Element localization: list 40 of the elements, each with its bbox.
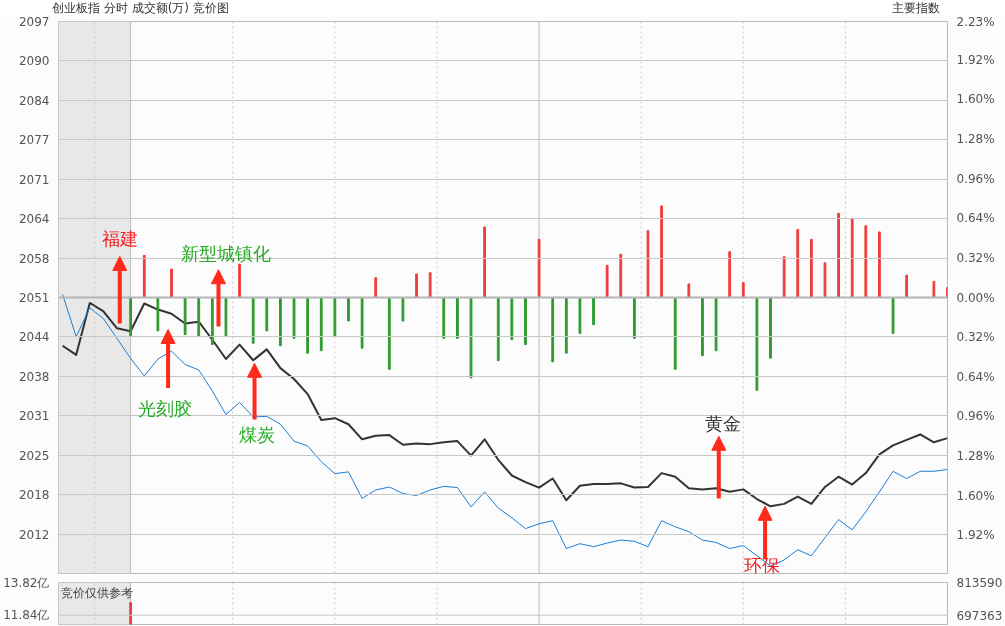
annotation: 竞价仅供参考	[60, 585, 133, 600]
y-tick-label: 2090	[18, 54, 50, 69]
y-tick-label: 2058	[18, 251, 50, 266]
y-tick-label: 13.82亿	[3, 575, 50, 590]
annotation: 新型城镇化	[180, 242, 271, 264]
y2-tick-label: 1.60%	[956, 92, 995, 107]
y2-tick-label: 1.60%	[956, 488, 995, 503]
y2-tick-label: 0.96%	[956, 171, 995, 186]
y-tick-label: 2012	[18, 527, 50, 542]
y2-tick-label: 2.23%	[956, 14, 995, 29]
chart-title: 创业板指 分时 成交额(万) 竞价图	[52, 0, 229, 17]
y-tick-label: 2025	[18, 448, 50, 463]
y2-tick-label: 1.92%	[956, 528, 995, 543]
y2-tick-label: 0.96%	[956, 409, 995, 424]
annotation: 光刻胶	[137, 398, 192, 420]
y2-tick-label: 1.92%	[956, 52, 995, 67]
y-tick-label: 2051	[18, 291, 50, 305]
annotation: 黄金	[704, 413, 741, 435]
y-tick-label: 2084	[18, 93, 50, 108]
y2-tick-label: 697363	[956, 608, 1003, 623]
y2-tick-label: 0.64%	[956, 211, 995, 226]
y-tick-label: 2031	[18, 409, 50, 424]
y2-tick-label: 0.32%	[956, 250, 995, 265]
y2-tick-label: 1.28%	[956, 132, 995, 147]
y2-tick-label: 0.32%	[956, 330, 995, 345]
y2-tick-label: 0.64%	[956, 369, 995, 384]
y-tick-label: 2044	[18, 330, 50, 345]
annotation: 煤炭	[239, 423, 276, 445]
text: 主要指数	[892, 0, 940, 17]
y2-tick-label: 813590	[956, 576, 1003, 590]
annotation: 福建	[101, 227, 138, 249]
y-tick-label: 2071	[18, 172, 50, 187]
y-tick-label: 11.84亿	[3, 608, 50, 623]
y2-tick-label: 0.00%	[956, 290, 995, 305]
y-tick-label: 2038	[18, 369, 50, 384]
y-tick-label: 2077	[18, 133, 50, 148]
y2-tick-label: 1.28%	[956, 448, 995, 463]
y-tick-label: 2097	[18, 15, 50, 29]
y-tick-label: 2018	[18, 488, 50, 503]
y-tick-label: 2064	[18, 212, 50, 227]
